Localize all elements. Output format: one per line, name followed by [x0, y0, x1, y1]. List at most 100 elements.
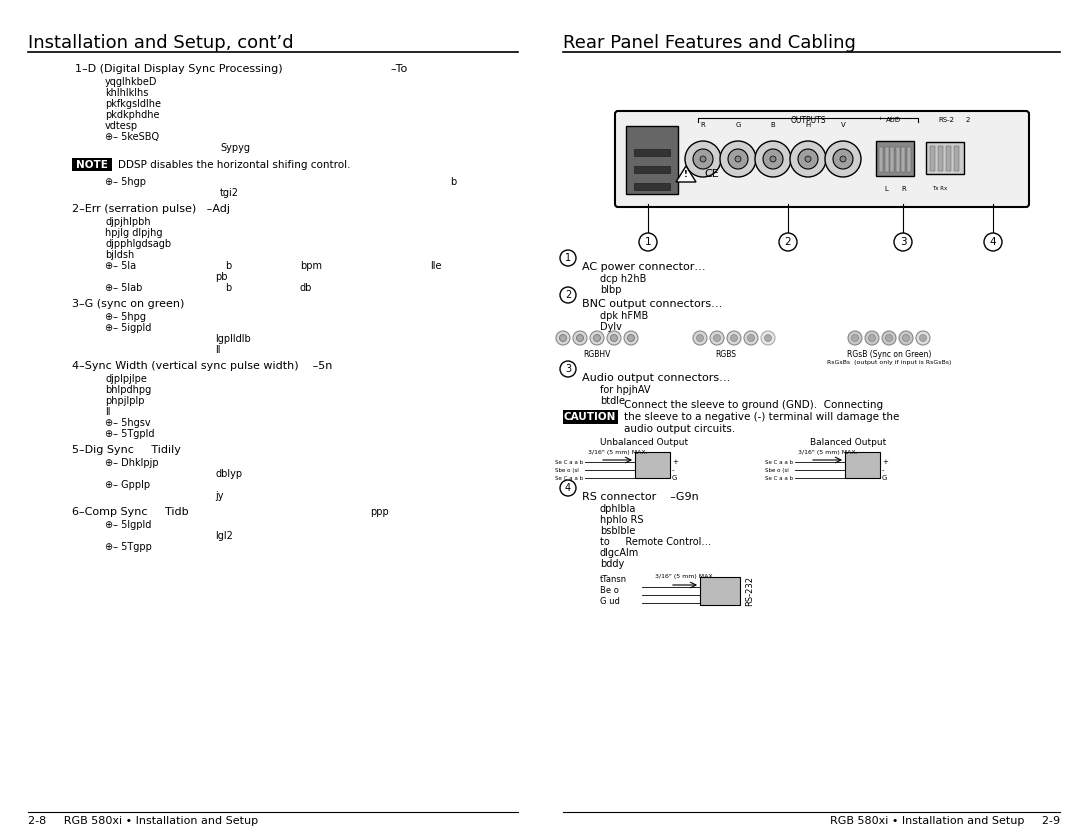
Circle shape	[573, 331, 588, 345]
Bar	[879, 147, 883, 172]
Text: 4–Sync Width (vertical sync pulse width)    –5n: 4–Sync Width (vertical sync pulse width)…	[72, 361, 333, 371]
Text: ll: ll	[215, 345, 220, 355]
Text: L: L	[885, 186, 888, 192]
Circle shape	[755, 141, 791, 177]
Text: +: +	[878, 116, 882, 121]
Text: R: R	[701, 122, 705, 128]
Circle shape	[610, 334, 618, 341]
Text: Unbalanced Output: Unbalanced Output	[600, 438, 688, 447]
Text: 3: 3	[565, 364, 571, 374]
Text: R: R	[902, 186, 906, 192]
Circle shape	[899, 331, 913, 345]
Text: NOTE: NOTE	[76, 159, 108, 169]
Text: OUTPUTS: OUTPUTS	[791, 116, 826, 125]
Polygon shape	[676, 166, 696, 182]
Text: G: G	[882, 475, 888, 481]
Text: Dylv: Dylv	[600, 322, 622, 332]
Circle shape	[556, 331, 570, 345]
Circle shape	[561, 480, 576, 496]
Text: yqglhkbeD: yqglhkbeD	[105, 77, 158, 87]
Text: tTansn: tTansn	[600, 575, 627, 584]
Text: djpphlgdsagb: djpphlgdsagb	[105, 239, 171, 249]
Circle shape	[561, 287, 576, 303]
Bar	[845, 452, 880, 478]
Text: –To: –To	[390, 64, 407, 74]
Text: -: -	[882, 467, 885, 473]
Text: ⊕– 5lab: ⊕– 5lab	[105, 283, 143, 293]
Bar	[700, 577, 740, 605]
Text: ⊕– 5Tgpld: ⊕– 5Tgpld	[105, 429, 154, 439]
Circle shape	[865, 331, 879, 345]
Text: Sbe o (sl: Sbe o (sl	[555, 468, 579, 473]
Circle shape	[825, 141, 861, 177]
Text: ⊕– 5hgp: ⊕– 5hgp	[105, 177, 146, 187]
Circle shape	[984, 233, 1002, 251]
Text: Installation and Setup, cont’d: Installation and Setup, cont’d	[28, 34, 294, 52]
Text: AC power connector…: AC power connector…	[582, 262, 705, 272]
Text: 3: 3	[900, 237, 906, 247]
Circle shape	[882, 331, 896, 345]
Text: BNC output connectors…: BNC output connectors…	[582, 299, 723, 309]
Circle shape	[798, 149, 818, 169]
Circle shape	[919, 334, 927, 341]
Text: 4: 4	[565, 483, 571, 493]
Text: vdtesp: vdtesp	[105, 121, 138, 131]
Text: G: G	[735, 122, 741, 128]
Text: CAUTION: CAUTION	[564, 412, 617, 422]
Text: Sbe o (sl: Sbe o (sl	[765, 468, 788, 473]
Text: for hpjhAV: for hpjhAV	[600, 385, 650, 395]
Circle shape	[894, 233, 912, 251]
Text: pkdkphdhe: pkdkphdhe	[105, 110, 160, 120]
Circle shape	[627, 334, 635, 341]
Text: RS-2: RS-2	[939, 117, 954, 123]
Circle shape	[624, 331, 638, 345]
Text: -: -	[901, 116, 903, 121]
Text: 2-8     RGB 580xi • Installation and Setup: 2-8 RGB 580xi • Installation and Setup	[28, 816, 258, 826]
Text: djpjhlpbh: djpjhlpbh	[105, 217, 150, 227]
Circle shape	[886, 334, 892, 341]
Text: lgl2: lgl2	[215, 531, 233, 541]
Circle shape	[770, 156, 777, 162]
Text: dblyp: dblyp	[215, 469, 242, 479]
Text: Audio output connectors…: Audio output connectors…	[582, 373, 730, 383]
Text: CE: CE	[704, 169, 719, 179]
Text: ll: ll	[105, 407, 110, 417]
Text: Se C a a b: Se C a a b	[765, 475, 793, 480]
Circle shape	[693, 149, 713, 169]
Bar	[634, 183, 670, 190]
Text: btdle: btdle	[600, 396, 625, 406]
Circle shape	[710, 331, 724, 345]
Text: Se C a a b: Se C a a b	[555, 475, 583, 480]
Text: ⊕– 5hgsv: ⊕– 5hgsv	[105, 418, 150, 428]
Text: bpm: bpm	[300, 261, 322, 271]
Bar	[563, 410, 618, 424]
Text: bddy: bddy	[600, 559, 624, 569]
Bar	[634, 149, 670, 156]
Text: dcp h2hB: dcp h2hB	[600, 274, 646, 284]
Text: bsblble: bsblble	[600, 526, 635, 536]
Text: RGBHV: RGBHV	[583, 350, 610, 359]
Circle shape	[639, 233, 657, 251]
Circle shape	[720, 141, 756, 177]
Circle shape	[848, 331, 862, 345]
Text: ⊕– 5keSBQ: ⊕– 5keSBQ	[105, 132, 159, 142]
Text: RsGsBs  (output only if input is RsGsBs): RsGsBs (output only if input is RsGsBs)	[827, 360, 951, 365]
Text: AUD: AUD	[887, 117, 902, 123]
Circle shape	[765, 334, 771, 341]
Text: blbp: blbp	[600, 285, 621, 295]
Text: 3/16" (5 mm) MAX.: 3/16" (5 mm) MAX.	[798, 450, 858, 455]
Circle shape	[761, 331, 775, 345]
Text: Se C a a b: Se C a a b	[555, 460, 583, 465]
Circle shape	[561, 250, 576, 266]
Text: 3/16" (5 mm) MAX.: 3/16" (5 mm) MAX.	[656, 574, 715, 579]
Text: Be o: Be o	[600, 586, 619, 595]
Bar	[939, 146, 943, 171]
Bar	[901, 147, 905, 172]
Bar	[635, 452, 670, 478]
Circle shape	[747, 334, 755, 341]
Bar	[954, 146, 959, 171]
Bar	[72, 158, 112, 171]
Text: 2: 2	[966, 117, 970, 123]
Text: RGsB (Sync on Green): RGsB (Sync on Green)	[847, 350, 931, 359]
Circle shape	[762, 149, 783, 169]
